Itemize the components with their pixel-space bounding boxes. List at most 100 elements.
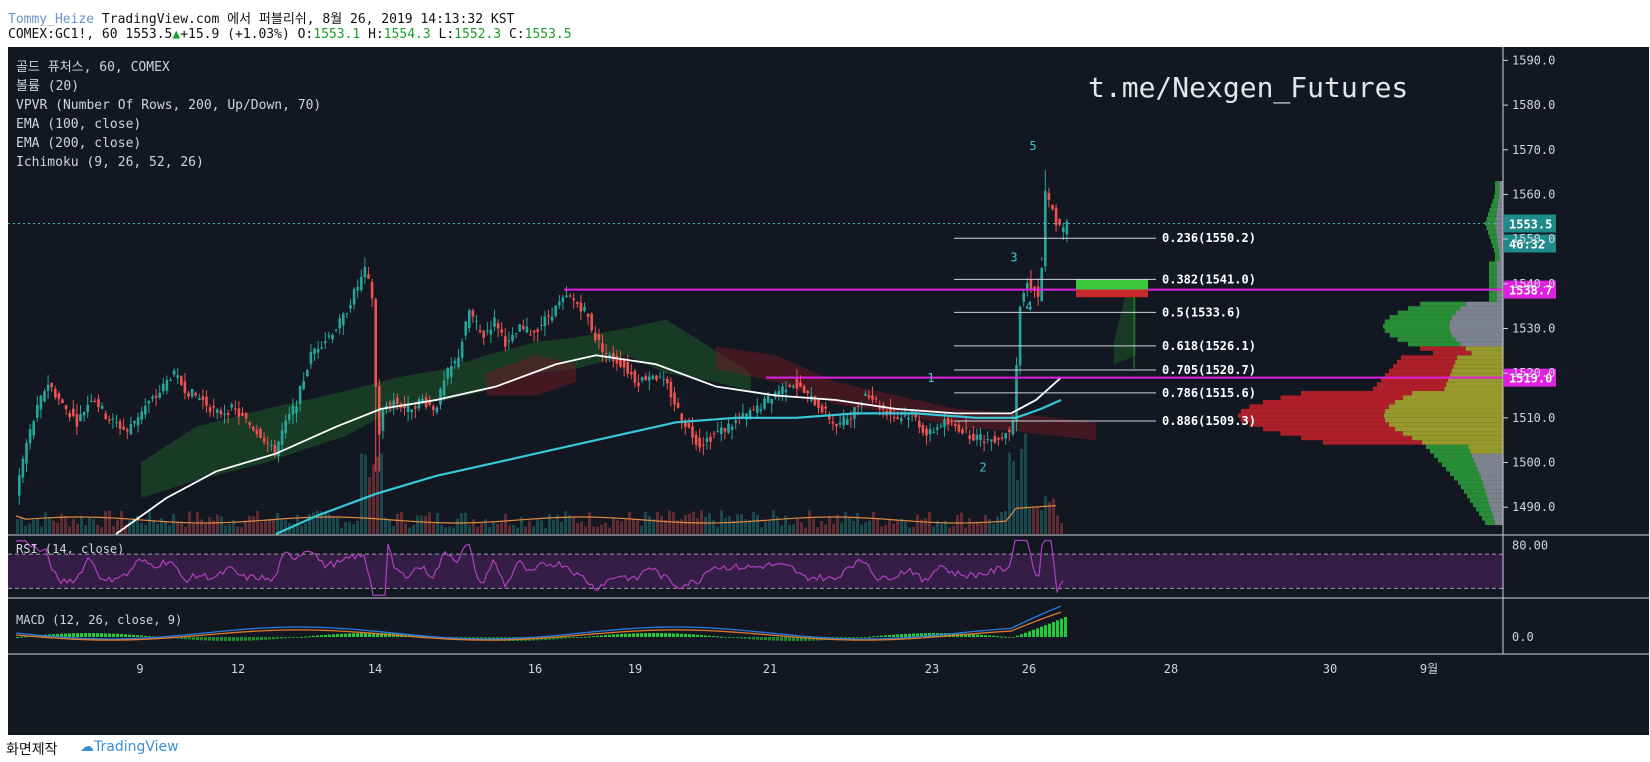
volume-bar bbox=[1060, 523, 1063, 534]
volume-bar bbox=[676, 520, 679, 534]
wave-label-3: 3 bbox=[1010, 250, 1017, 264]
volume-bar bbox=[504, 513, 507, 534]
tradingview-logo[interactable]: ☁TradingView bbox=[80, 739, 179, 755]
volume-bar bbox=[1012, 461, 1015, 534]
candle-body bbox=[828, 414, 831, 420]
candle-body bbox=[867, 395, 871, 398]
macd-histogram-bar bbox=[296, 637, 299, 638]
author-link[interactable]: Tommy_Heize bbox=[8, 12, 95, 27]
candle-body bbox=[889, 408, 892, 415]
macd-histogram-bar bbox=[788, 637, 791, 641]
volume-bar bbox=[532, 526, 535, 534]
macd-histogram-bar bbox=[760, 637, 763, 640]
vpvr-bar-up bbox=[1451, 368, 1503, 374]
candle-body bbox=[126, 429, 129, 432]
close-label: C: bbox=[508, 27, 525, 42]
vpvr-bar-up bbox=[1485, 489, 1503, 494]
candle-body bbox=[691, 426, 694, 438]
last-price: 1553.5 bbox=[125, 27, 173, 42]
candle-body bbox=[903, 415, 907, 417]
candle-body bbox=[712, 433, 716, 435]
volume-bar bbox=[308, 514, 311, 534]
vpvr-bar-down bbox=[1301, 391, 1413, 396]
volume-bar bbox=[1016, 480, 1019, 534]
macd-histogram-bar bbox=[1012, 637, 1015, 638]
volume-bar bbox=[360, 453, 363, 534]
volume-bar bbox=[968, 518, 971, 534]
high-label: H: bbox=[368, 27, 384, 42]
candle-body bbox=[640, 377, 644, 381]
macd-histogram-bar bbox=[572, 637, 575, 638]
low-label: L: bbox=[438, 27, 455, 42]
vpvr-bar-down bbox=[1494, 194, 1499, 199]
volume-bar bbox=[996, 516, 999, 534]
volume-bar bbox=[896, 520, 899, 534]
macd-histogram-bar bbox=[724, 637, 727, 638]
candle-body bbox=[223, 413, 226, 415]
macd-histogram-bar bbox=[16, 637, 19, 638]
volume-bar bbox=[176, 521, 179, 534]
candle-body bbox=[302, 381, 305, 390]
price-tick-label: 1580.0 bbox=[1512, 98, 1555, 112]
macd-histogram-bar bbox=[1004, 636, 1007, 638]
macd-histogram-bar bbox=[780, 637, 783, 641]
volume-bar bbox=[560, 521, 563, 534]
candle-body bbox=[370, 282, 374, 299]
chart-svg[interactable]: 1553.5 46:32 1538.7 1519.0 0.236(1550.2) 0.3… bbox=[8, 47, 1649, 735]
volume-bar bbox=[852, 520, 855, 534]
volume-bar bbox=[484, 519, 487, 534]
macd-histogram-bar bbox=[632, 633, 635, 637]
macd-histogram-bar bbox=[856, 637, 859, 638]
volume-bar bbox=[44, 512, 47, 534]
volume-bar bbox=[988, 519, 991, 534]
volume-bar bbox=[912, 526, 915, 534]
macd-histogram-bar bbox=[1028, 631, 1031, 637]
vpvr-bar-up bbox=[1499, 181, 1503, 186]
macd-histogram-bar bbox=[948, 633, 951, 637]
volume-bar bbox=[844, 511, 847, 534]
volume-bar bbox=[652, 519, 655, 534]
candle-body bbox=[896, 417, 899, 419]
candle-body bbox=[320, 347, 323, 349]
candle-body bbox=[1015, 365, 1018, 422]
volume-bar bbox=[576, 523, 579, 534]
volume-bar bbox=[268, 519, 271, 534]
volume-bar bbox=[292, 523, 295, 534]
candle-body bbox=[374, 299, 377, 387]
candle-body bbox=[151, 396, 154, 399]
volume-bar bbox=[704, 516, 707, 534]
candle-body bbox=[486, 330, 489, 332]
candle-body bbox=[471, 310, 475, 317]
macd-histogram-bar bbox=[804, 637, 807, 641]
volume-bar bbox=[916, 514, 919, 534]
candle-body bbox=[979, 433, 982, 441]
candle-body bbox=[349, 305, 352, 309]
volume-bar bbox=[496, 523, 499, 534]
vpvr-bar-up bbox=[1496, 283, 1503, 289]
macd-histogram-bar bbox=[216, 637, 219, 641]
macd-histogram-bar bbox=[740, 637, 743, 639]
volume-bar bbox=[148, 510, 151, 534]
macd-line bbox=[15, 605, 1062, 640]
time-tick-label: 9 bbox=[136, 662, 143, 676]
vpvr-bar-down bbox=[1495, 185, 1500, 190]
candle-body bbox=[540, 324, 543, 326]
volume-bar bbox=[272, 520, 275, 534]
candle-body bbox=[237, 408, 241, 417]
candle-body bbox=[918, 420, 921, 428]
volume-bar bbox=[884, 525, 887, 534]
candle-body bbox=[799, 382, 802, 387]
macd-histogram-bar bbox=[236, 637, 239, 641]
vpvr-bar-down bbox=[1446, 466, 1478, 472]
volume-bar bbox=[756, 515, 759, 534]
chart-area[interactable]: 1553.5 46:32 1538.7 1519.0 0.236(1550.2) 0.3… bbox=[8, 47, 1649, 735]
volume-bar bbox=[500, 522, 503, 534]
candle-body bbox=[324, 341, 327, 344]
volume-bar bbox=[628, 511, 631, 534]
volume-bar bbox=[992, 523, 995, 534]
macd-histogram-bar bbox=[1024, 632, 1027, 637]
candle-body bbox=[975, 434, 979, 440]
vpvr-bar-up bbox=[1449, 324, 1503, 329]
macd-histogram-bar bbox=[616, 634, 619, 637]
candle-body bbox=[518, 324, 521, 332]
